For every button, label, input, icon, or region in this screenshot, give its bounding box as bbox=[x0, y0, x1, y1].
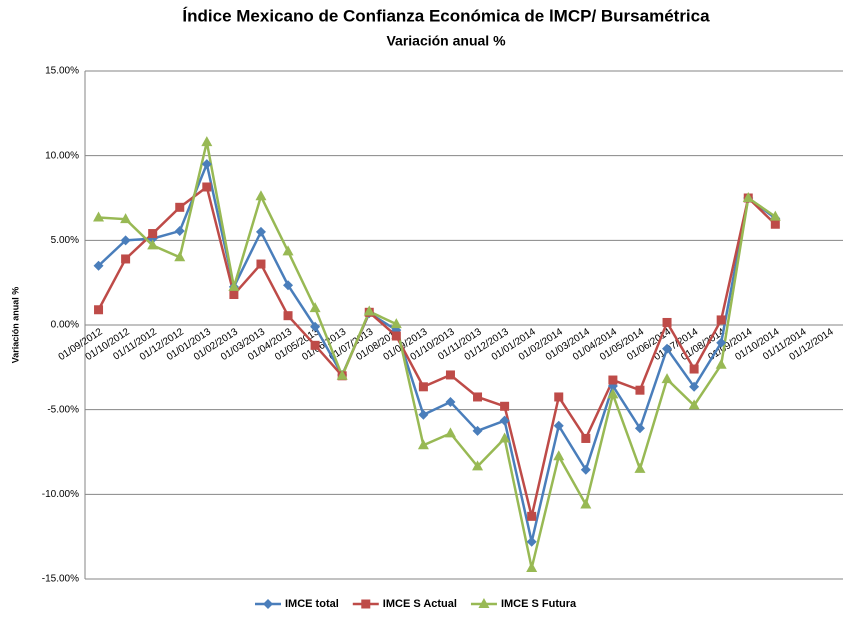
marker bbox=[417, 439, 429, 450]
marker bbox=[689, 364, 699, 374]
marker bbox=[175, 202, 185, 212]
marker bbox=[174, 251, 186, 262]
legend-label: IMCE S Futura bbox=[501, 598, 577, 610]
marker bbox=[282, 245, 294, 256]
series-line bbox=[97, 159, 777, 543]
y-tick-label: -15.00% bbox=[42, 574, 79, 585]
marker bbox=[662, 343, 673, 354]
marker bbox=[283, 311, 293, 321]
marker bbox=[228, 280, 240, 291]
marker bbox=[418, 382, 428, 392]
marker bbox=[201, 136, 213, 147]
marker bbox=[94, 305, 104, 315]
marker bbox=[255, 190, 267, 201]
chart-title: Índice Mexicano de Confianza Económica d… bbox=[182, 6, 710, 25]
marker bbox=[229, 290, 239, 300]
marker bbox=[390, 318, 402, 329]
marker bbox=[635, 385, 645, 395]
marker bbox=[147, 239, 159, 250]
marker bbox=[608, 375, 618, 385]
marker bbox=[716, 315, 726, 325]
marker bbox=[418, 409, 429, 420]
marker bbox=[769, 210, 781, 221]
marker bbox=[444, 427, 456, 438]
marker bbox=[634, 423, 645, 434]
marker bbox=[255, 226, 266, 237]
y-tick-label: 0.00% bbox=[51, 320, 79, 331]
marker bbox=[93, 211, 105, 222]
chart-subtitle: Variación anual % bbox=[386, 33, 506, 49]
marker bbox=[689, 381, 700, 392]
marker bbox=[310, 321, 321, 332]
marker bbox=[580, 498, 592, 509]
marker bbox=[499, 432, 511, 443]
marker bbox=[445, 397, 456, 408]
marker bbox=[662, 317, 672, 327]
y-tick-label: -5.00% bbox=[47, 404, 79, 415]
y-axis-label: Variación anual % bbox=[10, 287, 20, 364]
marker bbox=[580, 464, 591, 475]
marker bbox=[526, 561, 538, 572]
marker bbox=[363, 305, 375, 316]
marker bbox=[283, 280, 294, 291]
series-line bbox=[97, 184, 777, 517]
marker bbox=[472, 460, 484, 471]
marker bbox=[526, 536, 537, 547]
marker bbox=[688, 399, 700, 410]
legend-marker bbox=[361, 599, 371, 609]
y-tick-label: 15.00% bbox=[45, 66, 79, 77]
marker bbox=[553, 450, 565, 461]
marker bbox=[93, 260, 104, 271]
marker bbox=[310, 340, 320, 350]
marker bbox=[120, 235, 131, 246]
marker bbox=[500, 401, 510, 411]
y-tick-label: 10.00% bbox=[45, 150, 79, 161]
marker bbox=[553, 420, 564, 431]
marker bbox=[120, 213, 132, 224]
marker bbox=[581, 433, 591, 443]
marker bbox=[661, 373, 673, 384]
legend-label: IMCE total bbox=[285, 598, 339, 610]
marker bbox=[554, 392, 564, 402]
marker bbox=[391, 331, 401, 341]
y-tick-label: -10.00% bbox=[42, 489, 79, 500]
marker bbox=[499, 415, 510, 426]
marker bbox=[472, 425, 483, 436]
legend-label: IMCE S Actual bbox=[383, 598, 457, 610]
marker bbox=[770, 219, 780, 229]
marker bbox=[527, 511, 537, 521]
series-line bbox=[98, 141, 777, 569]
marker bbox=[742, 192, 754, 202]
marker bbox=[473, 392, 483, 402]
marker bbox=[715, 358, 727, 369]
marker bbox=[201, 159, 212, 170]
marker bbox=[256, 259, 266, 269]
marker bbox=[445, 370, 455, 380]
y-tick-label: 5.00% bbox=[51, 235, 79, 246]
marker bbox=[336, 369, 348, 380]
marker bbox=[607, 388, 619, 399]
legend-marker bbox=[478, 598, 490, 608]
marker bbox=[634, 462, 646, 473]
marker bbox=[121, 254, 131, 264]
marker bbox=[148, 229, 158, 239]
marker bbox=[309, 302, 321, 313]
marker bbox=[202, 182, 212, 192]
marker bbox=[716, 337, 727, 348]
legend-marker bbox=[263, 599, 273, 609]
marker bbox=[174, 226, 185, 237]
